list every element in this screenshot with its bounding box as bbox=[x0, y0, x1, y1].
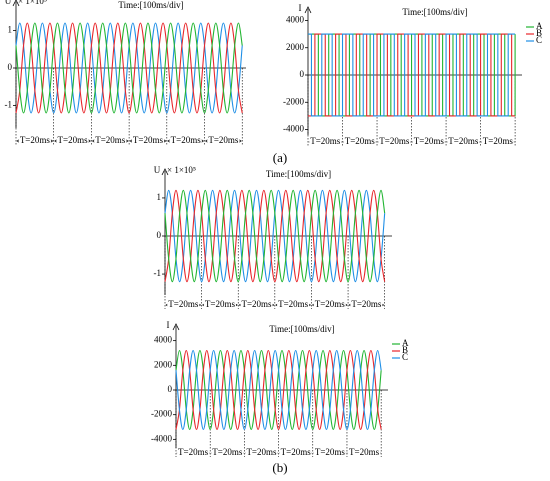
label-bg bbox=[412, 138, 445, 146]
y-axis-label: I bbox=[167, 320, 170, 330]
axis-arrow bbox=[161, 168, 169, 176]
series-line bbox=[15, 22, 243, 114]
period-label: T=20ms bbox=[58, 135, 89, 145]
legend-label: C bbox=[536, 35, 542, 45]
y-tick-label: -4000 bbox=[283, 124, 304, 134]
label-bg bbox=[240, 301, 273, 309]
y-multiplier: × 1×10⁵ bbox=[18, 0, 47, 6]
label-bg bbox=[447, 138, 480, 146]
legend-label: A bbox=[536, 21, 543, 31]
y-axis-label: U bbox=[154, 165, 161, 175]
period-label: T=20ms bbox=[241, 299, 272, 309]
caption: (a) bbox=[273, 150, 287, 165]
y-axis-label: U bbox=[5, 0, 12, 6]
period-label: T=20ms bbox=[414, 136, 445, 146]
label-bg bbox=[309, 138, 342, 146]
period-label: T=20ms bbox=[349, 447, 380, 457]
period-label: T=20ms bbox=[178, 447, 209, 457]
label-bg bbox=[313, 449, 346, 457]
y-tick-label: 4000 bbox=[286, 15, 305, 25]
label-bg bbox=[277, 301, 310, 309]
y-tick-label: -2000 bbox=[283, 96, 304, 106]
period-label: T=20ms bbox=[281, 447, 312, 457]
label-bg bbox=[378, 138, 411, 146]
period-label: T=20ms bbox=[483, 136, 514, 146]
period-label: T=20ms bbox=[315, 299, 346, 309]
annotation: Time:[100ms/div] bbox=[266, 169, 331, 179]
label-bg bbox=[481, 138, 514, 146]
series-line bbox=[308, 33, 516, 117]
caption: (b) bbox=[272, 460, 287, 475]
legend-label: A bbox=[402, 338, 409, 348]
label-bg bbox=[94, 137, 127, 145]
series-line bbox=[308, 33, 516, 117]
y-tick-label: -2000 bbox=[151, 409, 172, 419]
period-label: T=20ms bbox=[171, 135, 202, 145]
y-tick-label: 0 bbox=[8, 62, 13, 72]
y-tick-label: -1 bbox=[154, 268, 162, 278]
label-bg bbox=[169, 137, 202, 145]
label-bg bbox=[343, 138, 376, 146]
period-label: T=20ms bbox=[95, 135, 126, 145]
period-label: T=20ms bbox=[345, 136, 376, 146]
period-label: T=20ms bbox=[315, 447, 346, 457]
y-tick-label: 0 bbox=[157, 230, 162, 240]
period-label: T=20ms bbox=[205, 299, 236, 309]
label-bg bbox=[18, 137, 51, 145]
y-tick-label: 1 bbox=[157, 192, 162, 202]
period-label: T=20ms bbox=[208, 135, 239, 145]
label-bg bbox=[348, 449, 381, 457]
y-tick-label: 0 bbox=[168, 384, 173, 394]
axis-arrow bbox=[304, 6, 312, 14]
y-tick-label: 0 bbox=[300, 69, 305, 79]
y-multiplier: × 1×10⁵ bbox=[167, 165, 196, 175]
legend-label: B bbox=[402, 345, 408, 355]
y-tick-label: 2000 bbox=[154, 359, 173, 369]
y-tick-label: -1 bbox=[5, 100, 13, 110]
legend-label: C bbox=[402, 352, 408, 362]
label-bg bbox=[56, 137, 89, 145]
y-tick-label: 1 bbox=[8, 25, 13, 35]
label-bg bbox=[245, 449, 278, 457]
label-bg bbox=[131, 137, 165, 145]
period-label: T=20ms bbox=[379, 136, 410, 146]
axis-arrow bbox=[12, 0, 20, 7]
legend-label: B bbox=[536, 28, 542, 38]
period-label: T=20ms bbox=[246, 447, 277, 457]
label-bg bbox=[313, 301, 346, 309]
period-label: T=20ms bbox=[310, 136, 341, 146]
period-label: T=20ms bbox=[168, 299, 199, 309]
period-label: T=20ms bbox=[20, 135, 51, 145]
y-tick-label: 4000 bbox=[154, 335, 173, 345]
y-axis-label: I bbox=[299, 3, 302, 13]
y-tick-label: 2000 bbox=[286, 42, 305, 52]
label-bg bbox=[279, 449, 312, 457]
axis-arrow bbox=[172, 323, 180, 331]
period-label: T=20ms bbox=[212, 447, 243, 457]
period-label: T=20ms bbox=[351, 299, 382, 309]
annotation: Time:[100ms/div] bbox=[402, 7, 467, 17]
label-bg bbox=[350, 301, 383, 309]
annotation: Time:[100ms/div] bbox=[118, 0, 183, 10]
label-bg bbox=[167, 301, 200, 309]
label-bg bbox=[177, 449, 210, 457]
period-label: T=20ms bbox=[278, 299, 309, 309]
label-bg bbox=[203, 301, 236, 309]
y-tick-label: -4000 bbox=[151, 433, 172, 443]
period-label: T=20ms bbox=[133, 135, 164, 145]
series-line bbox=[175, 349, 382, 431]
period-label: T=20ms bbox=[448, 136, 479, 146]
series-line bbox=[164, 189, 386, 283]
annotation: Time:[100ms/div] bbox=[269, 324, 334, 334]
label-bg bbox=[207, 137, 240, 145]
label-bg bbox=[211, 449, 244, 457]
